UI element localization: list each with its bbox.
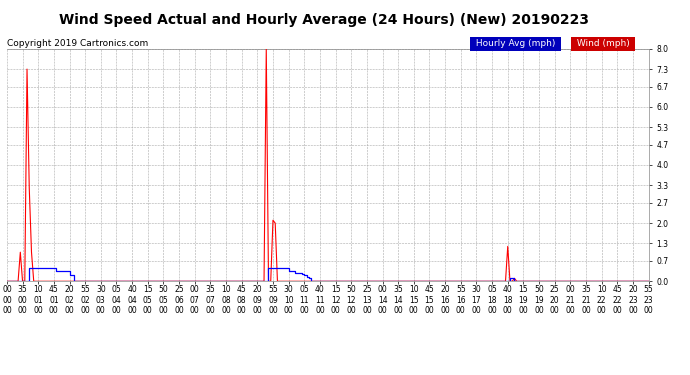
Text: Wind (mph): Wind (mph): [574, 39, 633, 48]
Text: Wind Speed Actual and Hourly Average (24 Hours) (New) 20190223: Wind Speed Actual and Hourly Average (24…: [59, 13, 589, 27]
Text: Hourly Avg (mph): Hourly Avg (mph): [473, 39, 558, 48]
Text: Copyright 2019 Cartronics.com: Copyright 2019 Cartronics.com: [7, 39, 148, 48]
